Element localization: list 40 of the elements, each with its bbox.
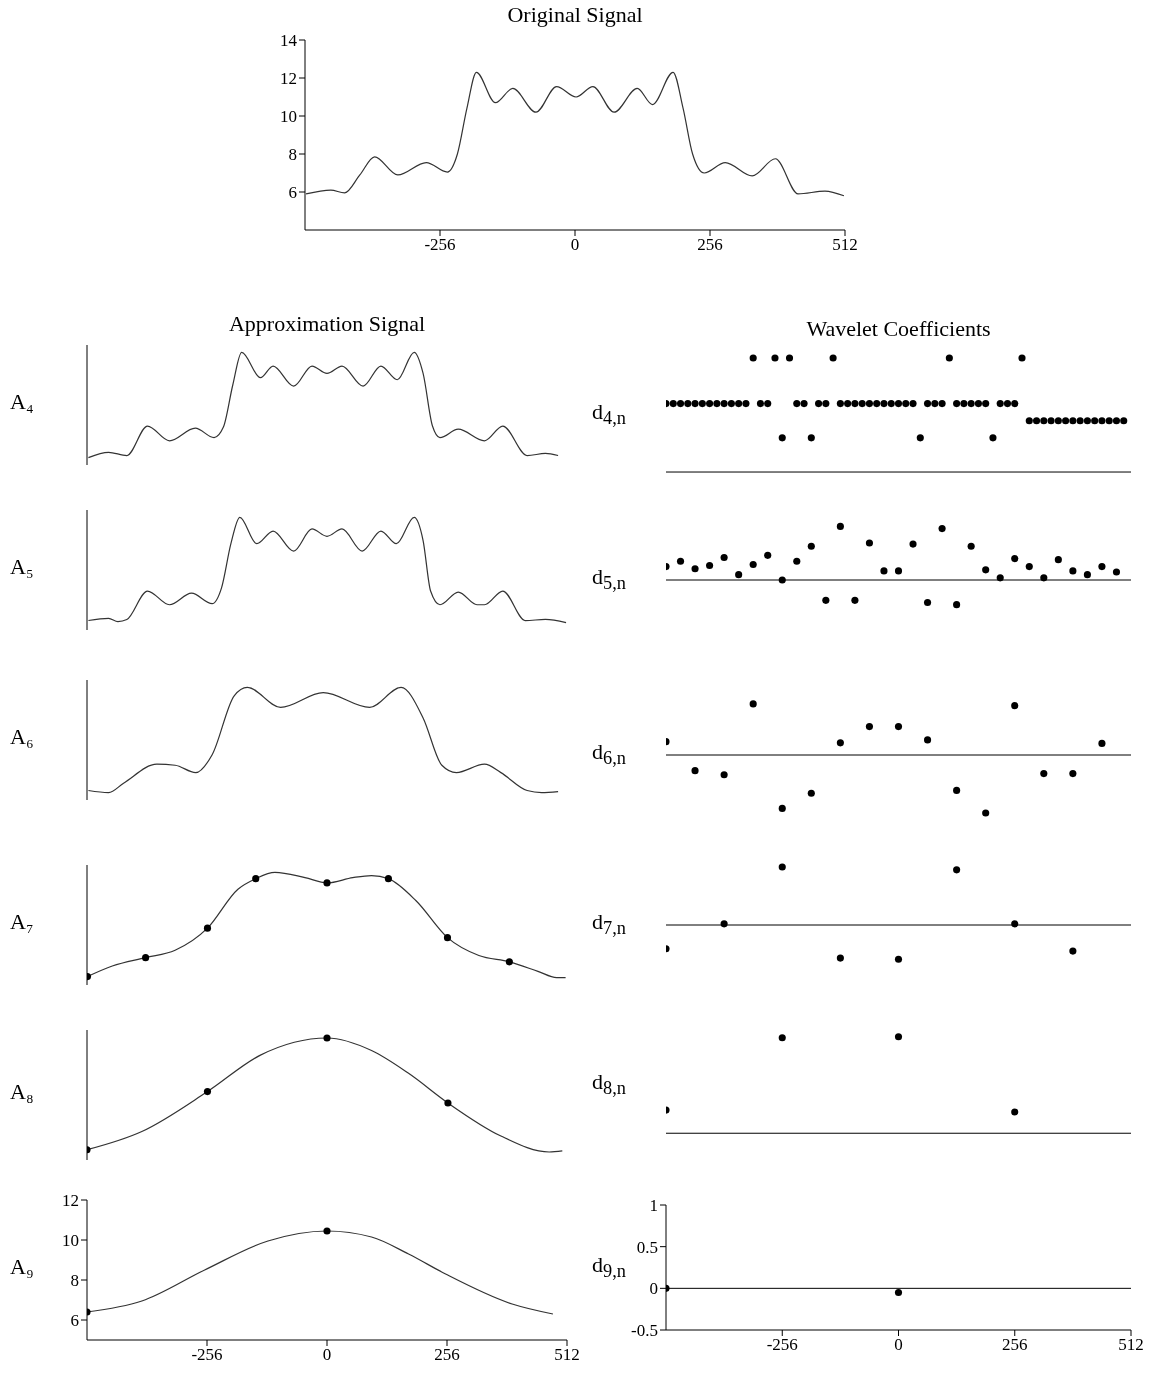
x-tick-label: 512: [554, 1345, 580, 1365]
y-tick-label: 0: [649, 1279, 658, 1299]
x-tick-label: 512: [832, 235, 858, 255]
y-axis-title: d$_{9,n}$: [592, 1251, 626, 1282]
x-tick-label: -256: [424, 235, 456, 255]
y-axis-title: d$_{6,n}$: [592, 739, 626, 770]
x-tick-label: 256: [1002, 1335, 1028, 1355]
chart-title: Wavelet Coefficients: [805, 316, 992, 342]
y-tick-label: 1: [649, 1196, 658, 1216]
y-axis-title: A₅: [10, 554, 34, 580]
y-axis-title: A₇: [10, 909, 34, 935]
y-axis-title: A₉: [10, 1254, 34, 1280]
y-tick-label: 8: [70, 1271, 79, 1291]
y-tick-label: 10: [280, 107, 297, 127]
y-axis-title: d$_{8,n}$: [592, 1069, 626, 1100]
x-tick-label: 256: [434, 1345, 460, 1365]
x-tick-label: -256: [191, 1345, 223, 1365]
x-tick-label: 0: [894, 1335, 903, 1355]
y-tick-label: 6: [70, 1311, 79, 1331]
y-axis-title: A₆: [10, 724, 34, 750]
y-tick-label: 0.5: [636, 1237, 658, 1257]
y-tick-label: 8: [288, 145, 297, 165]
y-axis-title: A₄: [10, 389, 34, 415]
y-tick-label: 10: [62, 1231, 79, 1251]
y-tick-label: -0.5: [631, 1321, 658, 1341]
y-tick-label: 12: [62, 1191, 79, 1211]
y-axis-title: d$_{4,n}$: [592, 399, 626, 430]
x-tick-label: 0: [322, 1345, 332, 1365]
y-axis-title: d$_{5,n}$: [592, 564, 626, 595]
chart-title: Original Signal: [506, 2, 644, 28]
y-axis-title: A₈: [10, 1079, 34, 1105]
x-tick-label: 512: [1118, 1335, 1144, 1355]
x-tick-label: -256: [766, 1335, 798, 1355]
y-axis-title: d$_{7,n}$: [592, 909, 626, 940]
y-tick-label: 6: [288, 183, 297, 203]
chart-title: Approximation Signal: [227, 311, 427, 337]
x-tick-label: 256: [697, 235, 723, 255]
y-tick-label: 12: [280, 69, 297, 89]
x-tick-label: 0: [570, 235, 580, 255]
y-tick-label: 14: [280, 31, 298, 51]
